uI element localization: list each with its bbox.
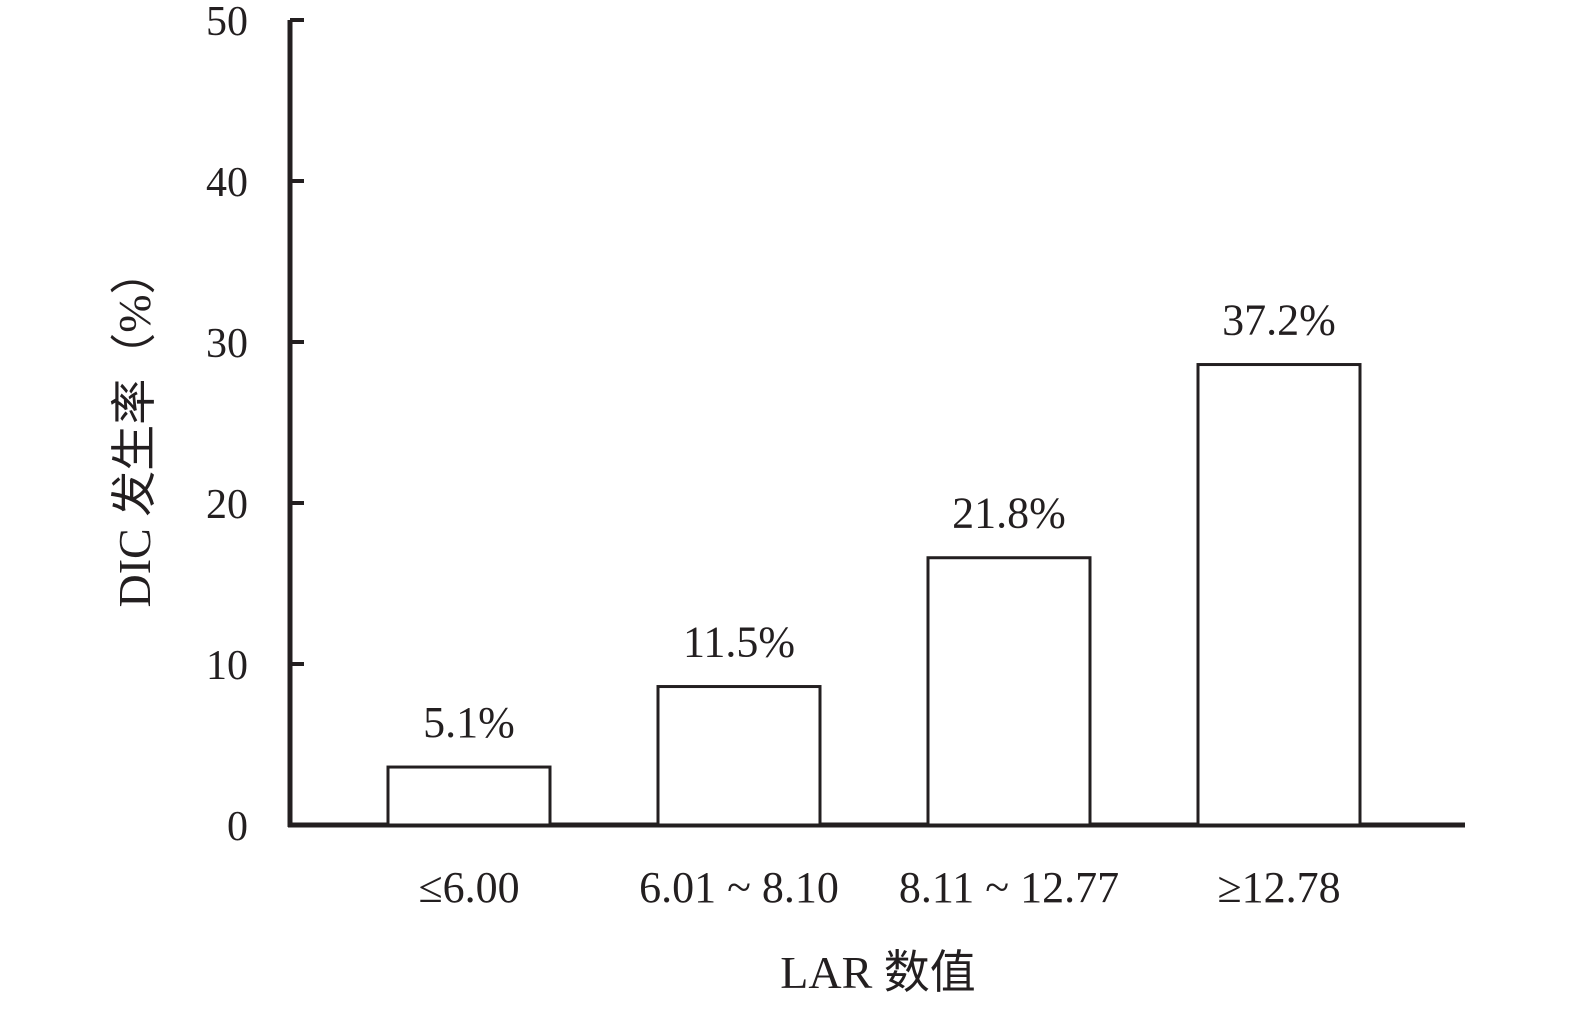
bar (926, 556, 1092, 827)
y-tick-label: 50 (206, 0, 248, 45)
bars (386, 363, 1362, 827)
y-tick-label: 0 (227, 804, 248, 850)
x-category-label: ≤6.00 (418, 863, 519, 912)
bar-data-label: 37.2% (1222, 296, 1336, 345)
bar (656, 685, 822, 827)
bar-data-label: 5.1% (423, 698, 515, 747)
x-category-label: 8.11 ~ 12.77 (899, 863, 1119, 912)
x-category-label: ≥12.78 (1217, 863, 1340, 912)
y-axis-title: DIC 发生率（%） (109, 248, 160, 607)
y-tick-label: 40 (206, 160, 248, 206)
x-axis-title: LAR 数值 (780, 947, 976, 998)
y-tick-label: 10 (206, 643, 248, 689)
labels: 5.1% ≤6.00 11.5% 6.01 ~ 8.10 21.8% 8.11 ~ 12.… (418, 296, 1340, 912)
x-category-label: 6.01 ~ 8.10 (639, 863, 839, 912)
y-tick-label: 30 (206, 321, 248, 367)
y-tick-label: 20 (206, 482, 248, 528)
bar (1196, 363, 1362, 827)
bar-data-label: 11.5% (683, 618, 795, 667)
bar-data-label: 21.8% (952, 489, 1066, 538)
bar (386, 765, 552, 827)
